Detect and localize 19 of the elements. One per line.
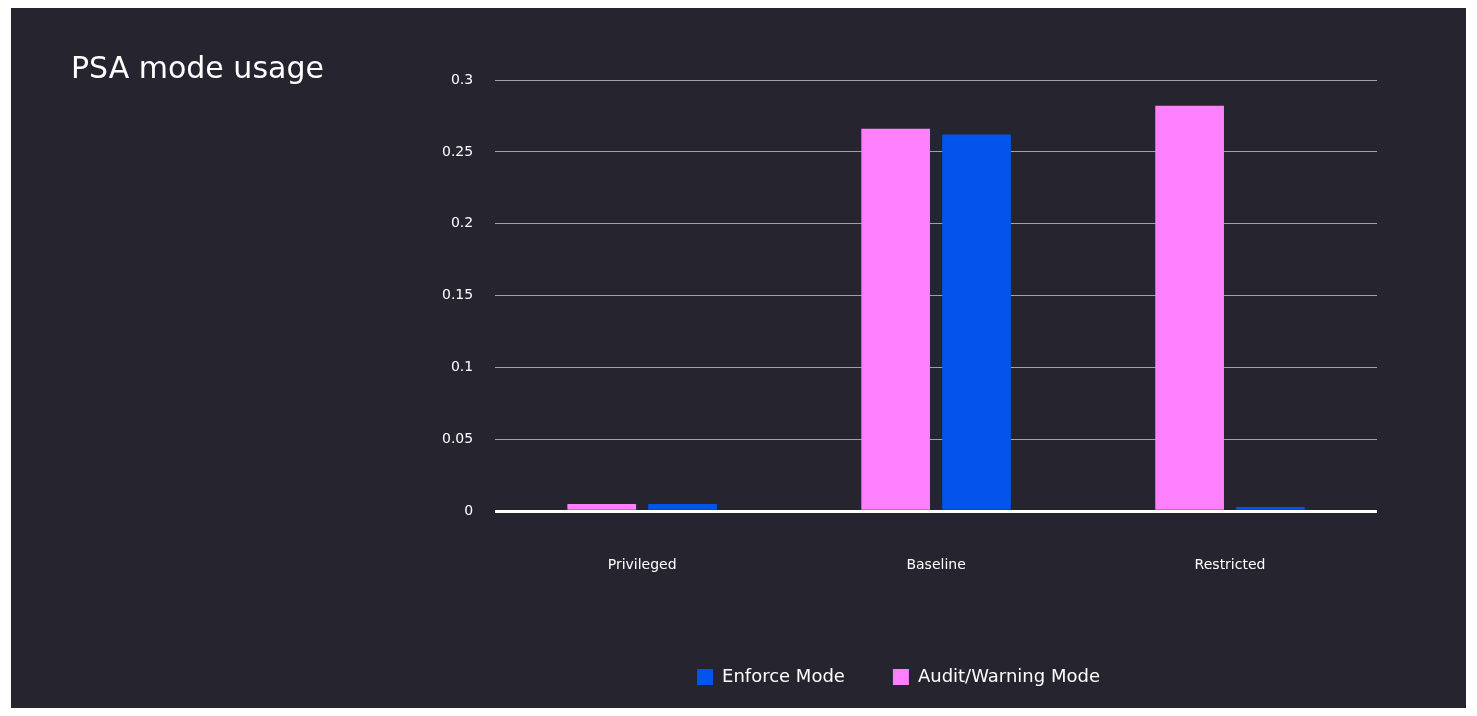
bar [1155, 105, 1224, 510]
text: PSA mode usage [71, 50, 324, 85]
bar [1236, 506, 1305, 510]
legend-label: Audit/Warning Mode [917, 664, 1100, 686]
y-tick-label: 0 [464, 501, 474, 518]
y-tick-label: 0.1 [450, 358, 474, 375]
x-tick-label: Restricted [1194, 556, 1266, 573]
bar [942, 134, 1011, 510]
y-tick-label: 0.2 [450, 214, 474, 231]
bar [567, 504, 637, 510]
y-tick-label: 0.15 [442, 286, 474, 303]
x-tick-label: Privileged [607, 556, 677, 573]
y-tick-label: 0.3 [450, 70, 474, 87]
x-tick-label: Baseline [906, 556, 966, 573]
bar [861, 128, 931, 510]
y-tick-label: 0.25 [442, 142, 474, 159]
y-tick-label: 0.05 [442, 429, 474, 446]
legend-label: Enforce Mode [722, 664, 845, 686]
bar [648, 504, 717, 510]
